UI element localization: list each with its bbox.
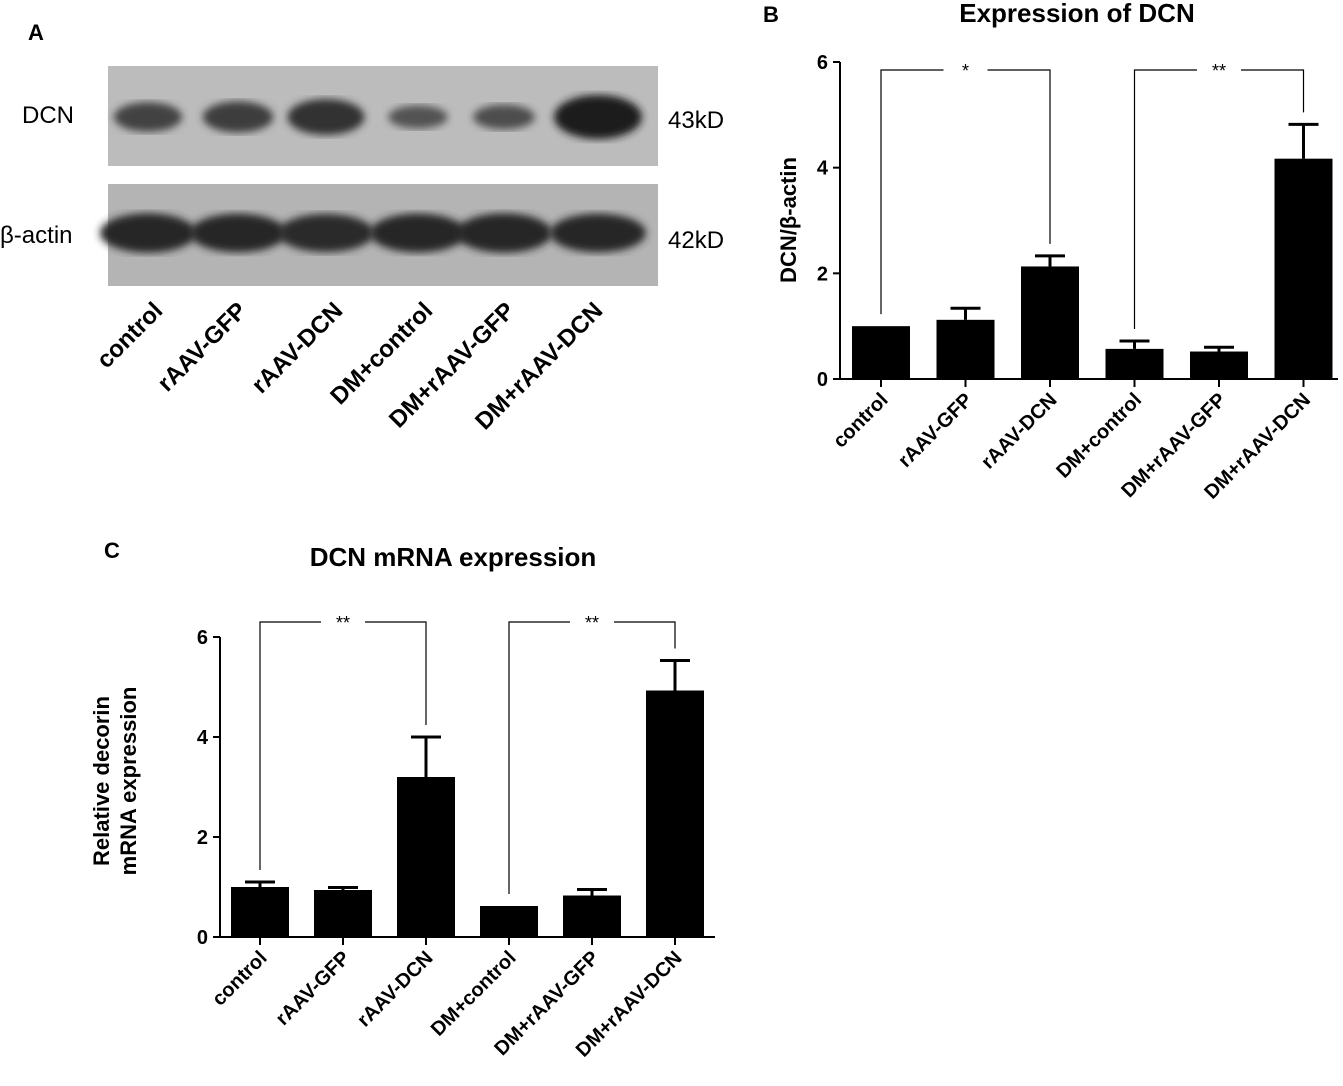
chart-b-title: Expression of DCN xyxy=(959,0,1195,28)
significance-label: ** xyxy=(1212,61,1226,81)
y-tick-label: 2 xyxy=(197,827,208,849)
significance-bracket xyxy=(1133,69,1197,329)
y-tick-label: 4 xyxy=(197,727,209,749)
bar xyxy=(231,887,289,937)
x-tick-label: control xyxy=(829,389,892,452)
dcn-band-raav-gfp xyxy=(202,101,274,133)
y-tick-label: 6 xyxy=(817,52,828,74)
dcn-band-dm-control xyxy=(388,105,448,129)
significance-label: ** xyxy=(585,613,599,633)
blot-lane-label: rAAV-GFP xyxy=(152,297,252,397)
actin-band-dm-raav-gfp xyxy=(456,213,552,253)
significance-bracket xyxy=(259,621,321,870)
western-blot: DCN β-actin 43kD 42kD controlrAAV-GFPrAA… xyxy=(0,66,724,435)
bar xyxy=(1274,158,1333,379)
bar xyxy=(1190,351,1248,379)
y-tick-label: 4 xyxy=(817,158,829,180)
chart-dcn-mrna-expression: DCN mRNA expression Relative decorin mRN… xyxy=(89,542,715,1062)
y-tick-label: 0 xyxy=(817,369,828,391)
blot-row-label-dcn: DCN xyxy=(22,102,74,129)
significance-bracket xyxy=(987,69,1051,244)
chart-c-ylabel-line2: mRNA expression xyxy=(116,687,141,876)
actin-band-dm-control xyxy=(370,213,466,253)
blot-lane-labels: controlrAAV-GFPrAAV-DCNDM+controlDM+rAAV… xyxy=(92,297,609,435)
bar xyxy=(480,906,538,937)
significance-label: * xyxy=(962,61,969,81)
blot-size-actin: 42kD xyxy=(668,227,724,254)
actin-band-raav-dcn xyxy=(278,213,374,253)
bar xyxy=(1105,348,1164,379)
x-tick-label: rAAV-GFP xyxy=(894,389,977,472)
y-tick-label: 6 xyxy=(197,627,208,649)
x-tick-label: rAAV-GFP xyxy=(272,947,355,1030)
blot-size-dcn: 43kD xyxy=(668,107,724,134)
bar xyxy=(936,319,995,379)
panel-letter-c: C xyxy=(104,538,120,563)
significance-label: ** xyxy=(336,613,350,633)
dcn-bands xyxy=(113,95,642,139)
bar xyxy=(646,690,704,937)
dcn-band-control xyxy=(113,102,183,132)
significance-bracket xyxy=(365,621,427,725)
chart-expression-of-dcn: Expression of DCN DCN/β-actin 0 2 4 6 contro… xyxy=(776,0,1338,504)
dcn-band-raav-dcn xyxy=(287,99,365,135)
x-tick-label: rAAV-DCN xyxy=(353,947,437,1031)
actin-band-control xyxy=(100,213,196,253)
x-tick-label: rAAV-DCN xyxy=(977,389,1061,473)
actin-bands xyxy=(100,213,646,253)
y-tick-label: 2 xyxy=(817,263,828,285)
bar xyxy=(1021,266,1079,379)
bar xyxy=(563,895,621,937)
x-tick-label: DM+control xyxy=(1052,389,1146,483)
actin-band-dm-raav-dcn xyxy=(550,213,646,253)
actin-band-raav-gfp xyxy=(190,213,286,253)
y-tick-label: 0 xyxy=(197,927,208,949)
chart-c-ylabel-line1: Relative decorin xyxy=(89,696,114,866)
dcn-band-dm-raav-dcn xyxy=(554,95,642,139)
panel-letter-b: B xyxy=(763,2,779,27)
dcn-band-dm-raav-gfp xyxy=(473,104,535,130)
chart-c-title: DCN mRNA expression xyxy=(310,542,597,572)
blot-lane-label: control xyxy=(92,297,169,374)
significance-bracket xyxy=(614,621,676,649)
bar xyxy=(397,777,455,937)
x-tick-label: DM+control xyxy=(427,947,521,1041)
bar xyxy=(314,890,372,937)
chart-b-ylabel: DCN/β-actin xyxy=(776,157,801,283)
significance-bracket xyxy=(508,621,570,894)
significance-bracket xyxy=(1241,69,1305,113)
x-tick-label: control xyxy=(208,947,271,1010)
blot-row-label-actin: β-actin xyxy=(0,222,73,249)
significance-bracket xyxy=(880,69,944,315)
bar xyxy=(852,326,910,379)
panel-letter-a: A xyxy=(28,20,44,45)
